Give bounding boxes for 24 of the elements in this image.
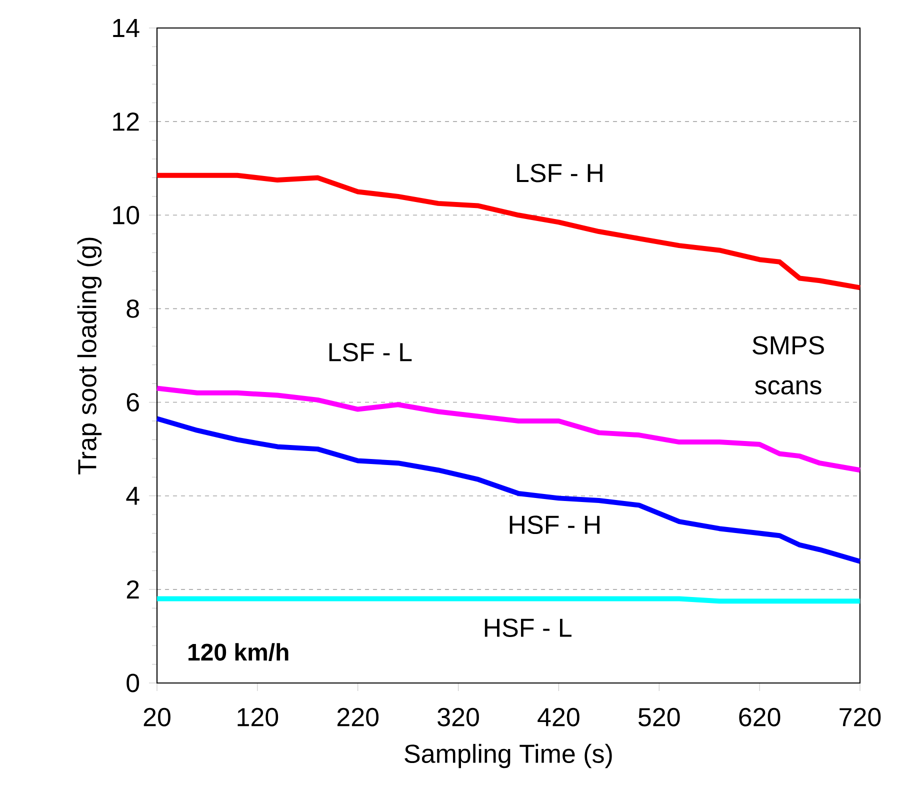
- x-tick-label: 20: [144, 708, 170, 726]
- x-axis-title: Sampling Time (s): [404, 744, 612, 768]
- y-tick-label: 0: [126, 674, 140, 692]
- series-label: LSF - L: [329, 343, 412, 362]
- x-tick-label: 220: [337, 708, 379, 726]
- x-tick-label: 420: [538, 708, 580, 726]
- series-label: HSF - H: [510, 516, 600, 534]
- x-tick-label: 320: [438, 708, 479, 726]
- y-tick-label: 12: [113, 112, 139, 131]
- y-tick-label: 2: [126, 580, 139, 598]
- series-label: HSF - L: [484, 618, 572, 637]
- annotation: 120 km/h: [188, 643, 288, 661]
- y-tick-label: 10: [113, 206, 140, 224]
- x-tick-label: 720: [840, 708, 881, 726]
- y-tick-label: 14: [113, 19, 140, 37]
- y-axis-title: Trap soot loading (g): [77, 238, 102, 474]
- y-tick-label: 6: [126, 393, 139, 412]
- y-tick-label: 4: [126, 486, 140, 505]
- x-tick-label: 120: [238, 708, 278, 726]
- x-tick-label: 620: [739, 708, 780, 726]
- annotation: SMPS scans: [752, 336, 824, 395]
- x-tick-label: 520: [638, 708, 680, 726]
- y-tick-label: 8: [126, 300, 139, 318]
- series-label: LSF - H: [517, 164, 602, 182]
